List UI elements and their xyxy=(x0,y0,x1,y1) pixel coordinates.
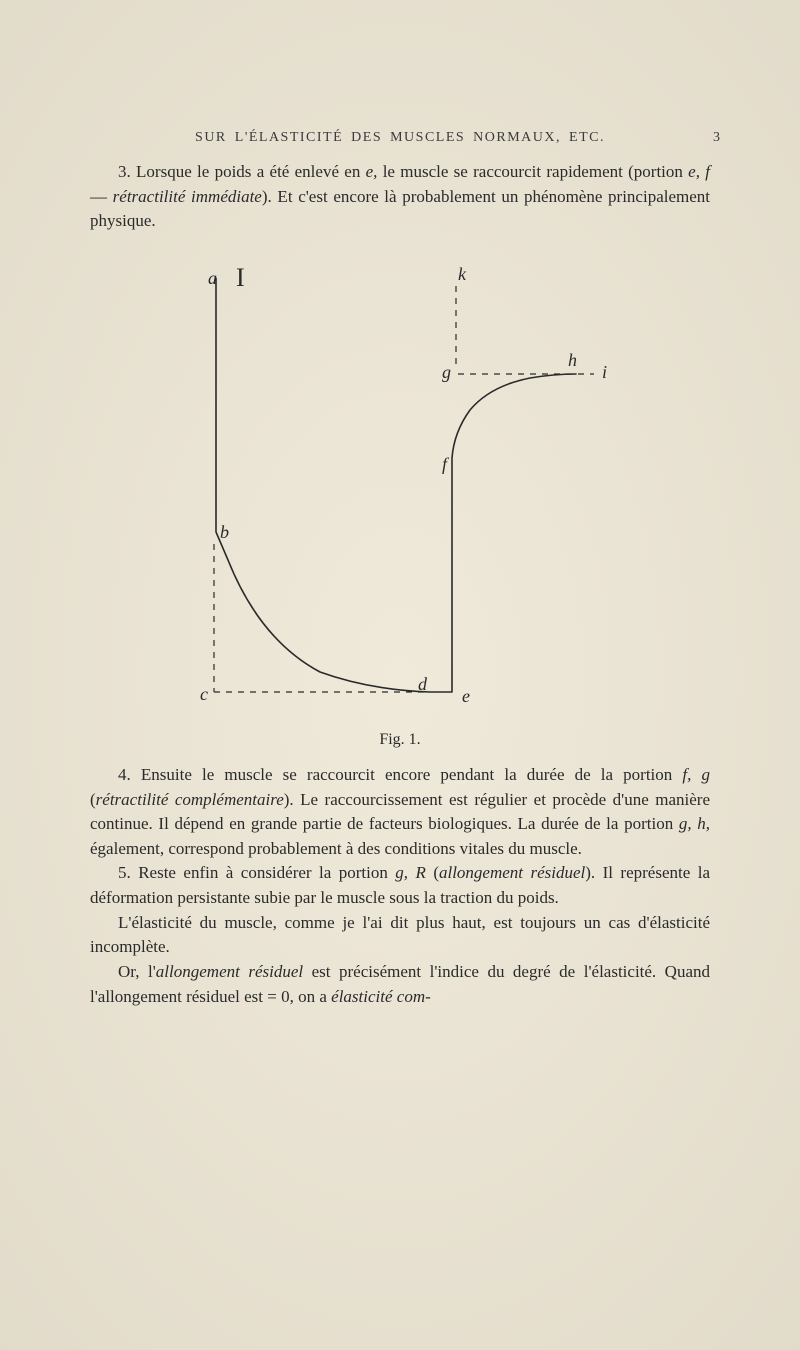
svg-text:k: k xyxy=(458,264,467,284)
paragraph-4: L'élasticité du muscle, comme je l'ai di… xyxy=(90,911,710,960)
svg-text:a: a xyxy=(208,268,217,288)
svg-text:i: i xyxy=(602,362,607,382)
running-head: SUR L'ÉLASTICITÉ DES MUSCLES NORMAUX, ET… xyxy=(90,130,710,146)
running-head-text: SUR L'ÉLASTICITÉ DES MUSCLES NORMAUX, ET… xyxy=(195,130,605,145)
figure-1: aIk h i g f b c d e Fig. 1. xyxy=(90,260,710,749)
svg-text:h: h xyxy=(568,350,577,370)
page-number: 3 xyxy=(713,130,720,146)
svg-text:I: I xyxy=(236,263,245,292)
svg-text:f: f xyxy=(442,454,450,474)
figure-caption: Fig. 1. xyxy=(90,731,710,749)
paragraph-5: Or, l'allongement résiduel est préciséme… xyxy=(90,960,710,1009)
paragraph-3: 5. Reste enfin à considérer la portion g… xyxy=(90,861,710,910)
paragraph-2: 4. Ensuite le muscle se raccourcit encor… xyxy=(90,763,710,862)
body-text-block-2: 4. Ensuite le muscle se raccourcit encor… xyxy=(90,763,710,1009)
svg-text:d: d xyxy=(418,674,428,694)
svg-text:b: b xyxy=(220,522,229,542)
svg-text:c: c xyxy=(200,684,208,704)
page-content: SUR L'ÉLASTICITÉ DES MUSCLES NORMAUX, ET… xyxy=(90,130,710,1009)
svg-text:g: g xyxy=(442,362,451,382)
figure-svg: aIk h i g f b c d e xyxy=(170,260,630,730)
body-text-block-1: 3. Lorsque le poids a été enlevé en e, l… xyxy=(90,160,710,234)
svg-text:e: e xyxy=(462,686,470,706)
paragraph-1: 3. Lorsque le poids a été enlevé en e, l… xyxy=(90,160,710,234)
